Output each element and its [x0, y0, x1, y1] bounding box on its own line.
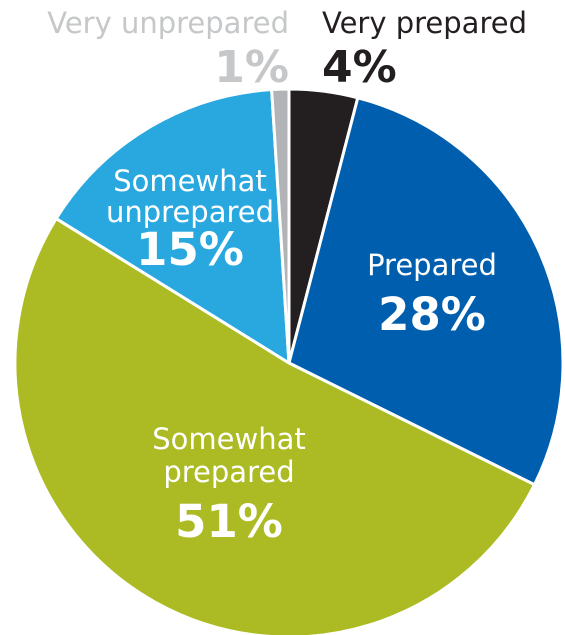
label-very-prepared: Very prepared 4%: [322, 6, 527, 93]
label-somewhat-prepared-name-line2: prepared: [163, 455, 294, 489]
label-prepared-name: Prepared: [367, 248, 497, 282]
label-somewhat-prepared-value: 51%: [175, 495, 283, 548]
label-somewhat-unprepared-name-line1: Somewhat: [113, 164, 266, 198]
pie-slice-very-unprepared: [270, 87, 291, 365]
pie-slice-somewhat-unprepared: [54, 88, 291, 365]
pie-slice-prepared: [287, 96, 565, 487]
label-somewhat-unprepared: Somewhat unprepared 15%: [106, 164, 274, 276]
label-very-unprepared-name: Very unprepared: [47, 6, 289, 40]
label-very-unprepared: Very unprepared 1%: [47, 6, 289, 93]
label-prepared: Prepared 28%: [367, 248, 497, 341]
label-very-unprepared-value: 1%: [214, 42, 289, 93]
label-prepared-value: 28%: [378, 288, 486, 341]
label-very-prepared-name: Very prepared: [322, 6, 527, 40]
pie-slices: [13, 87, 565, 635]
pie-slice-somewhat-prepared: [13, 217, 536, 635]
label-very-prepared-value: 4%: [322, 42, 397, 93]
label-somewhat-prepared: Somewhat prepared 51%: [152, 422, 305, 548]
label-somewhat-prepared-name-line1: Somewhat: [152, 422, 305, 456]
label-somewhat-unprepared-name-line2: unprepared: [106, 195, 274, 229]
label-somewhat-unprepared-value: 15%: [136, 223, 244, 276]
